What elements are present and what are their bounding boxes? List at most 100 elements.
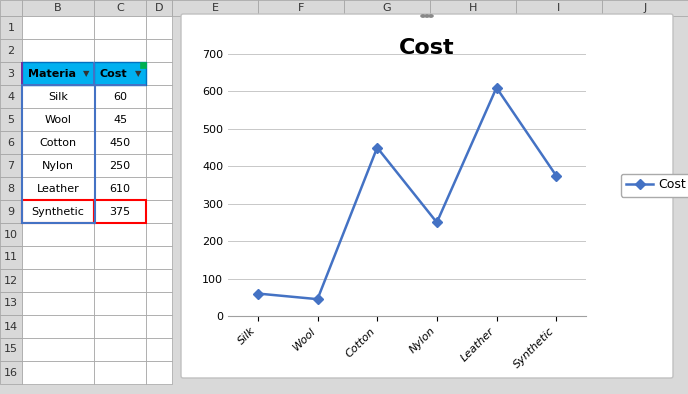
Bar (0, 361, 22, 384)
Text: ▼: ▼ (83, 69, 89, 78)
Bar (22, 269, 94, 292)
Bar (94, 361, 146, 384)
Bar (93, 62, 95, 85)
Bar (22, 62, 94, 85)
Bar (0, 39, 22, 62)
Bar (0, 269, 22, 292)
Text: Cotton: Cotton (39, 138, 76, 147)
Bar (22, 39, 94, 62)
Bar (146, 0, 172, 16)
Text: F: F (298, 3, 304, 13)
Text: 9: 9 (8, 206, 14, 216)
Bar (146, 223, 172, 246)
Bar (22, 84, 146, 86)
Bar (146, 269, 172, 292)
Cost (373, 145, 381, 150)
Bar (146, 292, 172, 315)
Cost (433, 220, 441, 225)
Bar (0, 16, 22, 39)
Bar (146, 62, 172, 85)
Bar (146, 85, 172, 108)
Bar (22, 338, 94, 361)
Text: 4: 4 (8, 91, 14, 102)
Text: 12: 12 (4, 275, 18, 286)
Bar (0, 177, 22, 200)
Bar (22, 292, 94, 315)
Text: Cost: Cost (100, 69, 127, 78)
Text: I: I (557, 3, 561, 13)
Text: 10: 10 (4, 229, 18, 240)
Text: 45: 45 (113, 115, 127, 125)
Cost (254, 291, 262, 296)
Bar (0, 108, 22, 131)
Bar (94, 39, 146, 62)
Cost (552, 173, 560, 178)
Text: 1: 1 (8, 22, 14, 32)
Bar (0, 315, 22, 338)
Text: 15: 15 (4, 344, 18, 355)
Bar (0, 292, 22, 315)
Bar (22, 200, 94, 223)
Bar (146, 39, 172, 62)
Text: 11: 11 (4, 253, 18, 262)
Text: Synthetic: Synthetic (32, 206, 85, 216)
Text: 60: 60 (113, 91, 127, 102)
Bar (94, 200, 146, 223)
Text: Wool: Wool (45, 115, 72, 125)
Bar (22, 361, 94, 384)
Bar (22, 108, 94, 131)
Bar (146, 315, 172, 338)
Text: 2: 2 (8, 45, 14, 56)
Text: B: B (54, 3, 62, 13)
Bar (0, 131, 22, 154)
Bar (146, 200, 172, 223)
Text: 250: 250 (109, 160, 131, 171)
Bar (22, 246, 94, 269)
Cost (493, 85, 501, 90)
Bar (94, 269, 146, 292)
Text: 5: 5 (8, 115, 14, 125)
Bar (94, 62, 146, 85)
Bar (22, 0, 94, 16)
Text: E: E (211, 3, 219, 13)
Text: 610: 610 (109, 184, 131, 193)
Text: 6: 6 (8, 138, 14, 147)
Text: 7: 7 (8, 160, 14, 171)
Bar (0, 85, 22, 108)
Text: ▼: ▼ (135, 69, 141, 78)
Bar (21, 85, 94, 223)
Bar (94, 177, 146, 200)
Text: Silk: Silk (48, 91, 68, 102)
Bar (140, 62, 146, 68)
Text: H: H (469, 3, 477, 13)
Bar (146, 338, 172, 361)
Text: 13: 13 (4, 299, 18, 309)
Text: 375: 375 (109, 206, 131, 216)
Bar (94, 16, 146, 39)
Bar (94, 108, 146, 131)
Text: Nylon: Nylon (42, 160, 74, 171)
Bar (430, 0, 516, 16)
Bar (602, 0, 688, 16)
Bar (94, 338, 146, 361)
Bar (94, 62, 146, 85)
Text: D: D (155, 3, 163, 13)
Bar (258, 0, 344, 16)
Text: 3: 3 (8, 69, 14, 78)
Bar (94, 223, 146, 246)
Text: 14: 14 (4, 322, 18, 331)
Text: J: J (643, 3, 647, 13)
Bar (0, 223, 22, 246)
Text: 450: 450 (109, 138, 131, 147)
Text: C: C (116, 3, 124, 13)
Bar (94, 246, 146, 269)
Text: Cost: Cost (399, 38, 455, 58)
Bar (94, 131, 146, 154)
Bar (146, 154, 172, 177)
Bar (22, 154, 94, 177)
Bar (146, 177, 172, 200)
Bar (0, 200, 22, 223)
FancyBboxPatch shape (181, 14, 673, 378)
Text: 8: 8 (8, 184, 14, 193)
Bar (94, 315, 146, 338)
